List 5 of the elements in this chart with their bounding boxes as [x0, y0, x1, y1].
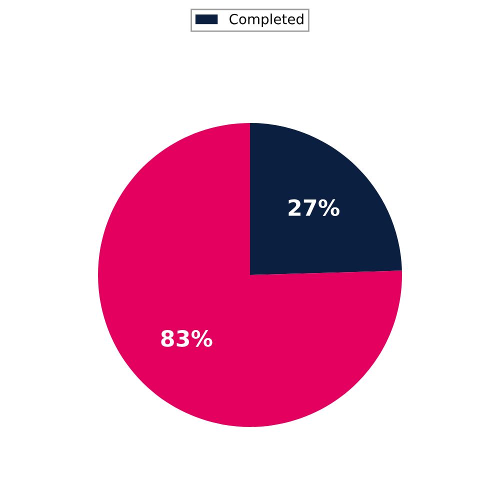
- data-label: 83%: [161, 330, 212, 347]
- pie-slice: [250, 123, 402, 275]
- pie-slice: [98, 123, 402, 427]
- data-label: 27%: [288, 199, 340, 216]
- legend-label: Completed: [230, 14, 304, 28]
